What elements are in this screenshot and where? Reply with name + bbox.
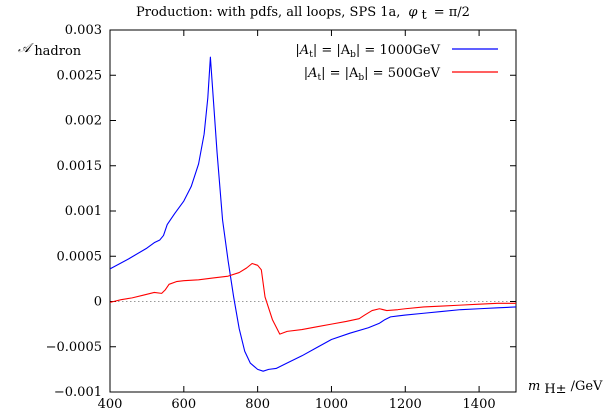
legend-item-series-2: |At| = |Ab| = 500GeV — [304, 66, 498, 83]
chart-title-text: Production: with pdfs, all loops, SPS 1a… — [136, 5, 400, 20]
x-axis-label-subscript: H± — [544, 382, 566, 397]
legend-label-series-2: |At| = |Ab| = 500GeV — [304, 66, 441, 83]
plot-area: 400 600 800 1000 1200 1400 −0.001 −0.0005 0 0.000… — [46, 23, 517, 412]
y-tick-label: 0.002 — [65, 114, 102, 129]
legend-series-2-lhs: |A — [304, 66, 318, 81]
legend-series-2-lsub: t — [317, 73, 321, 83]
y-axis-label-subscript: hadron — [34, 44, 81, 59]
x-axis-label-symbol: m — [528, 379, 540, 394]
y-tick-label: 0.003 — [65, 23, 102, 38]
legend-series-1-lsub: t — [309, 50, 313, 60]
x-axis-label-suffix: /GeV — [571, 379, 603, 394]
legend-series-2-mid: | = |A — [321, 66, 359, 81]
y-tick-label: −0.001 — [54, 385, 102, 400]
chart-title: Production: with pdfs, all loops, SPS 1a… — [136, 3, 470, 23]
y-tick-label: 0.0005 — [57, 249, 103, 264]
x-axis-label: m H± /GeV — [528, 377, 603, 397]
legend-label-series-1: |At| = |Ab| = 1000GeV — [295, 43, 440, 60]
chart-title-symbol: φ — [408, 5, 418, 20]
legend-series-1-lhs: |A — [295, 43, 309, 58]
x-tick-label: 400 — [98, 397, 123, 412]
y-axis-label: 𝒜 hadron — [18, 39, 82, 59]
y-tick-label: −0.0005 — [46, 340, 102, 355]
series-line-1 — [110, 56, 516, 372]
y-tick-label: 0.001 — [65, 204, 102, 219]
legend-item-series-1: |At| = |Ab| = 1000GeV — [295, 43, 498, 60]
x-tick-label: 1200 — [389, 397, 422, 412]
legend: |At| = |Ab| = 1000GeV |At| = |Ab| = 500G… — [295, 43, 498, 83]
plot-frame — [109, 29, 517, 393]
x-tick-label: 1000 — [315, 397, 348, 412]
x-tick-label: 1400 — [463, 397, 496, 412]
legend-series-1-rhs: | = 1000GeV — [356, 43, 441, 58]
series-line-2 — [110, 262, 516, 335]
legend-series-1-mid: | = |A — [313, 43, 351, 58]
legend-series-2-rsub: b — [358, 73, 364, 83]
y-axis-label-symbol: 𝒜 — [18, 41, 34, 56]
y-tick-label: 0.0025 — [57, 68, 103, 83]
chart-title-suffix: = π/2 — [434, 5, 470, 20]
x-tick-label: 800 — [245, 397, 270, 412]
legend-series-1-rsub: b — [350, 50, 356, 60]
y-tick-label: 0 — [94, 295, 102, 310]
legend-series-2-rhs: | = 500GeV — [364, 66, 440, 81]
chart-title-subscript: t — [422, 8, 428, 23]
y-tick-label: 0.0015 — [57, 159, 103, 174]
x-tick-label: 600 — [171, 397, 196, 412]
